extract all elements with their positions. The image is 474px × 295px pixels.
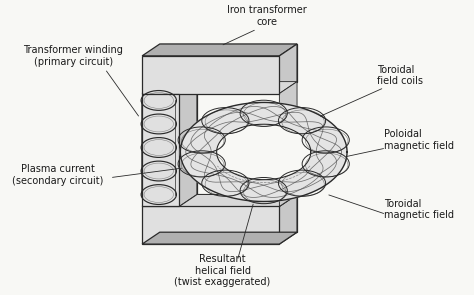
Text: Resultant
helical field
(twist exaggerated): Resultant helical field (twist exaggerat… bbox=[174, 254, 271, 287]
Polygon shape bbox=[179, 82, 197, 206]
Polygon shape bbox=[142, 56, 279, 94]
Text: Transformer winding
(primary circuit): Transformer winding (primary circuit) bbox=[24, 45, 123, 67]
Polygon shape bbox=[217, 124, 311, 180]
Polygon shape bbox=[179, 195, 297, 206]
Polygon shape bbox=[160, 44, 297, 82]
Polygon shape bbox=[180, 102, 347, 201]
Polygon shape bbox=[279, 44, 297, 94]
Text: Toroidal
magnetic field: Toroidal magnetic field bbox=[384, 199, 454, 220]
Polygon shape bbox=[142, 82, 197, 94]
Text: Toroidal
field coils: Toroidal field coils bbox=[377, 65, 423, 86]
Polygon shape bbox=[160, 82, 197, 195]
Polygon shape bbox=[179, 82, 297, 94]
Polygon shape bbox=[142, 44, 297, 56]
Polygon shape bbox=[142, 232, 297, 244]
Text: Plasma current
(secondary circuit): Plasma current (secondary circuit) bbox=[12, 164, 103, 186]
Polygon shape bbox=[160, 195, 297, 232]
Text: Poloidal
magnetic field: Poloidal magnetic field bbox=[384, 129, 454, 151]
Text: Iron transformer
core: Iron transformer core bbox=[227, 5, 307, 27]
Polygon shape bbox=[279, 195, 297, 244]
Polygon shape bbox=[142, 94, 179, 206]
Polygon shape bbox=[279, 82, 297, 206]
Polygon shape bbox=[142, 206, 279, 244]
Polygon shape bbox=[142, 195, 297, 206]
